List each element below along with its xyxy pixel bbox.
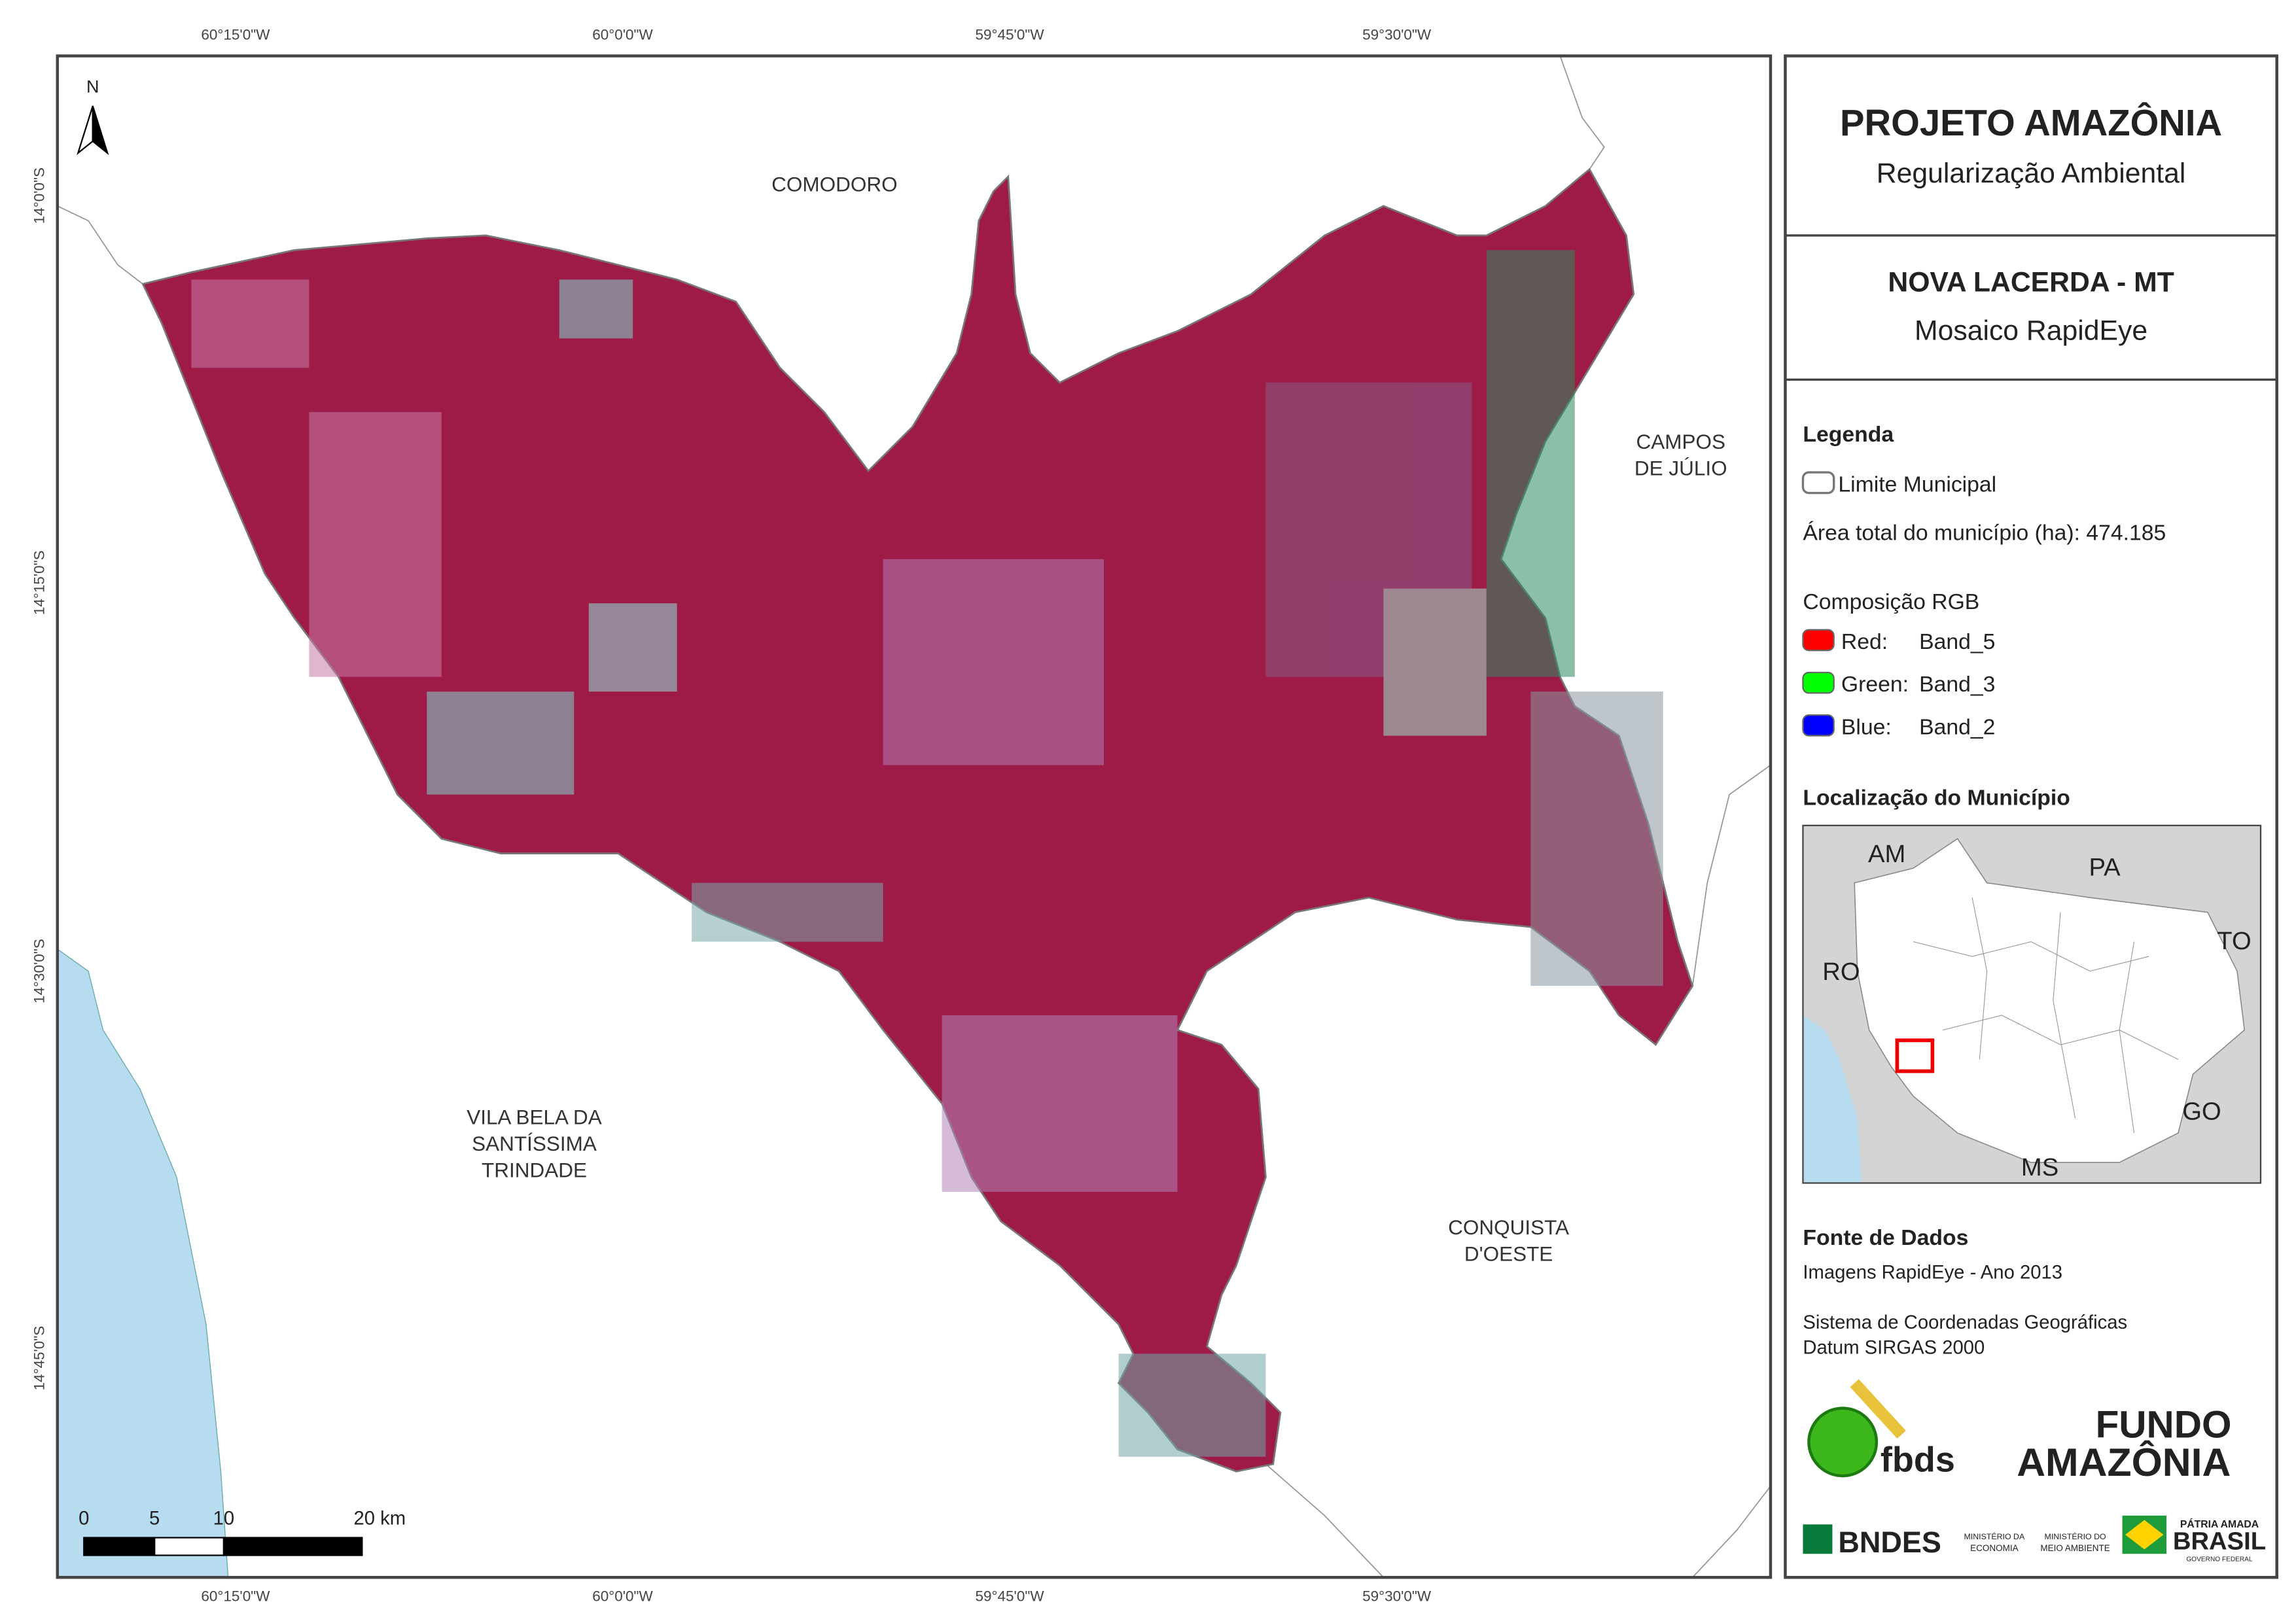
legend-label: Band_2	[1919, 714, 1995, 739]
inset-label: GO	[2182, 1098, 2221, 1126]
legend-swatch	[1802, 629, 1835, 652]
logo-brasil: PÁTRIA AMADA BRASIL GOVERNO FEDERAL	[2122, 1515, 2266, 1563]
place-label: COMODORO	[771, 172, 897, 196]
place-label: D'OESTE	[1464, 1242, 1553, 1266]
logo-text: MINISTÉRIO DO	[2045, 1531, 2106, 1541]
x-coordinate-label: 60°0'0"W	[592, 1588, 653, 1604]
scale-label: 10	[213, 1508, 235, 1529]
sources-heading: Fonte de Dados	[1803, 1225, 1968, 1250]
boundary-line	[1692, 1486, 1771, 1578]
legend-label: Green:	[1841, 672, 1909, 697]
boundary-line	[1691, 764, 1771, 986]
scale-label: 20 km	[354, 1508, 406, 1529]
map-frame	[57, 56, 1771, 1578]
legend-swatch	[1802, 714, 1835, 737]
legend-label: Limite Municipal	[1838, 472, 1996, 497]
logo-text: ECONOMIA	[1970, 1543, 2018, 1553]
inset-label: AM	[1868, 840, 1905, 868]
legend-label: Band_3	[1919, 672, 1995, 697]
y-coordinate-label: 14°15'0"S	[31, 550, 48, 615]
legend-label: Red:	[1841, 629, 1888, 654]
logo-text: GOVERNO FEDERAL	[2186, 1556, 2252, 1563]
product-name: Mosaico RapidEye	[1915, 315, 2147, 347]
place-label: SANTÍSSIMA	[472, 1132, 597, 1155]
side-panel: PROJETO AMAZÔNIA Regularização Ambiental…	[1784, 54, 2278, 1579]
x-coordinate-label: 59°30'0"W	[1362, 27, 1432, 43]
municipality-name: NOVA LACERDA - MT	[1888, 266, 2174, 298]
place-label: TRINDADE	[482, 1158, 587, 1181]
logo-fundo-amazonia: FUNDO AMAZÔNIA	[2017, 1404, 2231, 1484]
boundary-line	[1559, 56, 1605, 170]
x-coordinate-label: 59°30'0"W	[1362, 1588, 1432, 1604]
mosaic-texture	[191, 250, 1663, 1457]
x-coordinate-label: 59°45'0"W	[976, 27, 1045, 43]
logo-fbds: fbds	[1807, 1379, 1955, 1479]
map-border	[56, 54, 1773, 1579]
inset-label: TO	[2217, 927, 2251, 955]
place-label: DE JÚLIO	[1634, 457, 1727, 480]
scale-label: 0	[79, 1508, 89, 1529]
logo-bndes: BNDES	[1803, 1524, 1941, 1559]
logo-text: FUNDO	[2096, 1404, 2232, 1446]
location-heading: Localização do Município	[1803, 785, 2070, 810]
legend-swatch	[1801, 471, 1835, 495]
logo-text: BNDES	[1838, 1526, 1941, 1559]
logo-text: MEIO AMBIENTE	[2040, 1543, 2110, 1553]
y-coordinate-label: 14°30'0"S	[31, 939, 48, 1003]
legend-label: Blue:	[1841, 714, 1892, 739]
logo-text: MINISTÉRIO DA	[1964, 1531, 2025, 1541]
place-label: CONQUISTA	[1448, 1215, 1569, 1239]
y-coordinate-label: 14°45'0"S	[31, 1326, 48, 1391]
place-label: VILA BELA DA	[467, 1105, 602, 1128]
boundary-line	[57, 205, 143, 285]
inset-label: MS	[2021, 1153, 2058, 1181]
legend-heading: Legenda	[1803, 422, 1894, 447]
scale-label: 5	[149, 1508, 160, 1529]
inset-map	[1802, 824, 2262, 1184]
legend-swatch	[1802, 671, 1835, 694]
logo-text: BRASIL	[2173, 1527, 2266, 1556]
panel-title: PROJETO AMAZÔNIA	[1840, 102, 2222, 143]
north-label: N	[86, 77, 99, 97]
sources-line: Sistema de Coordenadas Geográficas	[1803, 1312, 2127, 1333]
logo-text: fbds	[1881, 1440, 1955, 1479]
inset-label: PA	[2089, 853, 2121, 881]
legend-label: Band_5	[1919, 629, 1995, 654]
legend-label: Composição RGB	[1803, 589, 1979, 614]
boundary-line	[1265, 1463, 1385, 1578]
legend-label: Área total do município (ha): 474.185	[1803, 521, 2166, 546]
sources-line: Imagens RapidEye - Ano 2013	[1803, 1263, 2062, 1283]
panel-subtitle: Regularização Ambiental	[1877, 158, 2186, 189]
y-coordinate-label: 14°0'0"S	[31, 167, 48, 224]
logo-text: PÁTRIA AMADA	[2180, 1518, 2259, 1530]
logo-text: AMAZÔNIA	[2017, 1440, 2231, 1484]
x-coordinate-label: 59°45'0"W	[976, 1588, 1045, 1604]
inset-label: RO	[1822, 958, 1860, 986]
x-coordinate-label: 60°0'0"W	[592, 27, 653, 43]
place-label: CAMPOS	[1636, 430, 1725, 453]
x-coordinate-label: 60°15'0"W	[201, 1588, 270, 1604]
scale-bar: 0 5 10 20 km	[79, 1508, 406, 1556]
north-arrow: N	[77, 77, 109, 156]
x-coordinate-label: 60°15'0"W	[201, 27, 270, 43]
sources-line: Datum SIRGAS 2000	[1803, 1337, 1985, 1358]
